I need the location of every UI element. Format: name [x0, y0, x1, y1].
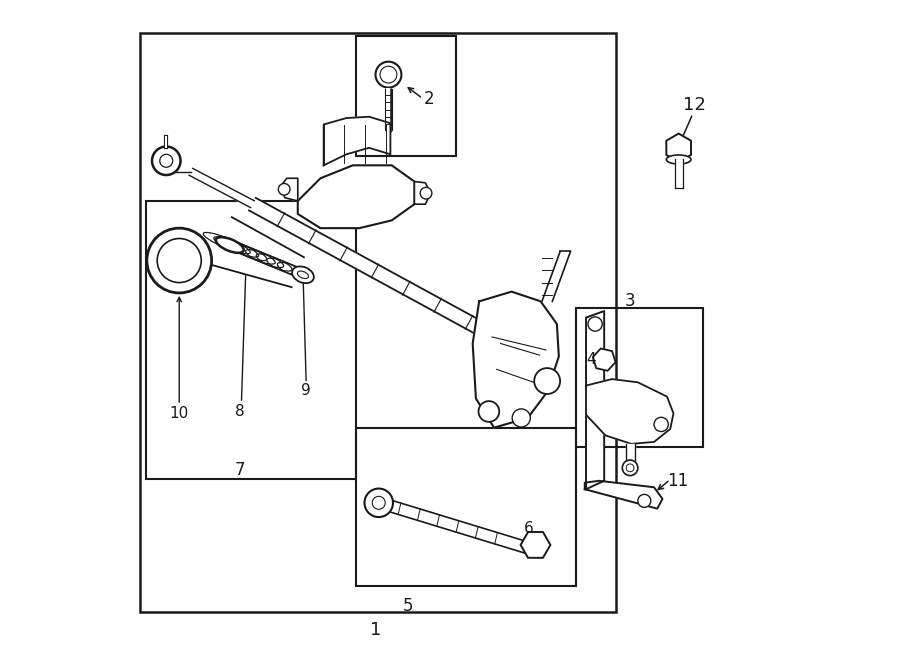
Text: 5: 5	[402, 597, 413, 615]
Bar	[576, 308, 703, 447]
Text: 10: 10	[169, 406, 189, 421]
Circle shape	[654, 417, 669, 432]
Circle shape	[622, 460, 638, 476]
Polygon shape	[324, 117, 391, 165]
Bar	[356, 36, 456, 155]
Polygon shape	[626, 444, 634, 463]
Text: 4: 4	[587, 352, 596, 367]
Text: 11: 11	[668, 472, 688, 490]
Circle shape	[588, 317, 602, 331]
Circle shape	[147, 228, 212, 293]
Circle shape	[278, 184, 290, 195]
Text: 9: 9	[302, 383, 311, 398]
Text: 2: 2	[424, 90, 435, 108]
Text: 12: 12	[683, 96, 706, 114]
Circle shape	[420, 187, 432, 199]
Polygon shape	[472, 292, 559, 428]
Circle shape	[364, 488, 393, 517]
Text: 7: 7	[234, 461, 245, 479]
Circle shape	[479, 401, 500, 422]
Circle shape	[160, 154, 173, 167]
Polygon shape	[586, 311, 604, 489]
Circle shape	[638, 494, 651, 508]
Circle shape	[373, 496, 385, 509]
Bar	[146, 201, 356, 479]
Text: 8: 8	[235, 404, 244, 419]
Circle shape	[375, 61, 401, 87]
Polygon shape	[585, 481, 662, 509]
Text: 1: 1	[370, 621, 382, 639]
Circle shape	[626, 464, 634, 472]
Polygon shape	[542, 251, 571, 301]
Bar	[140, 32, 616, 612]
Ellipse shape	[292, 266, 314, 283]
Circle shape	[535, 368, 560, 394]
Polygon shape	[675, 159, 682, 188]
Circle shape	[152, 147, 181, 175]
Polygon shape	[280, 178, 298, 201]
Polygon shape	[212, 217, 304, 287]
Circle shape	[158, 239, 202, 282]
Polygon shape	[387, 500, 527, 553]
Polygon shape	[298, 165, 414, 228]
Polygon shape	[249, 198, 541, 366]
Ellipse shape	[216, 237, 244, 253]
Polygon shape	[414, 182, 430, 204]
Circle shape	[380, 66, 397, 83]
Text: 6: 6	[524, 521, 534, 535]
Ellipse shape	[666, 155, 691, 164]
Bar	[356, 428, 576, 586]
Text: 3: 3	[625, 292, 635, 311]
Polygon shape	[189, 169, 255, 208]
Circle shape	[512, 409, 530, 427]
Polygon shape	[586, 379, 673, 444]
